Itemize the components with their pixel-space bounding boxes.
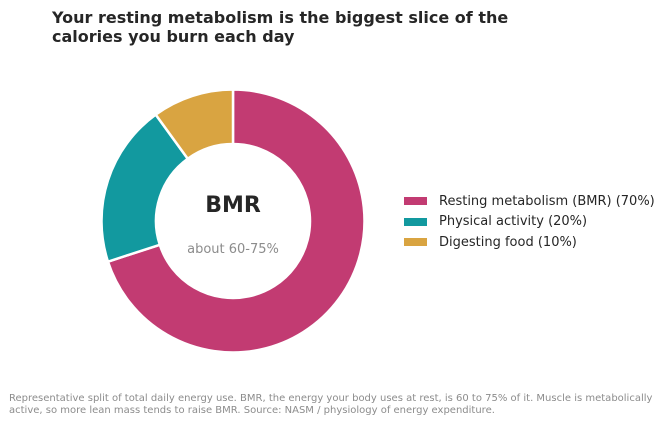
- legend-item-physical-activity: Physical activity (20%): [404, 212, 655, 233]
- donut-slice-digesting-food: [154, 88, 235, 160]
- chart-title: Your resting metabolism is the biggest s…: [52, 8, 509, 46]
- donut-slice-bmr: [106, 88, 366, 354]
- donut-slices: [100, 88, 366, 354]
- legend-label-digesting-food: Digesting food (10%): [439, 234, 577, 250]
- legend-item-digesting-food: Digesting food (10%): [404, 232, 655, 253]
- legend-label-bmr: Resting metabolism (BMR) (70%): [439, 193, 655, 209]
- legend-label-physical-activity: Physical activity (20%): [439, 214, 588, 230]
- center-sublabel: about 60-75%: [187, 242, 279, 257]
- legend-swatch-digesting-food: [404, 238, 427, 247]
- legend: Resting metabolism (BMR) (70%) Physical …: [404, 191, 655, 253]
- center-label: BMR: [205, 193, 261, 218]
- legend-swatch-physical-activity: [404, 217, 427, 226]
- legend-swatch-bmr: [404, 197, 427, 206]
- donut-chart: BMR about 60-75%: [100, 88, 366, 354]
- legend-item-bmr: Resting metabolism (BMR) (70%): [404, 191, 655, 212]
- chart-caption: Representative split of total daily ener…: [9, 393, 653, 416]
